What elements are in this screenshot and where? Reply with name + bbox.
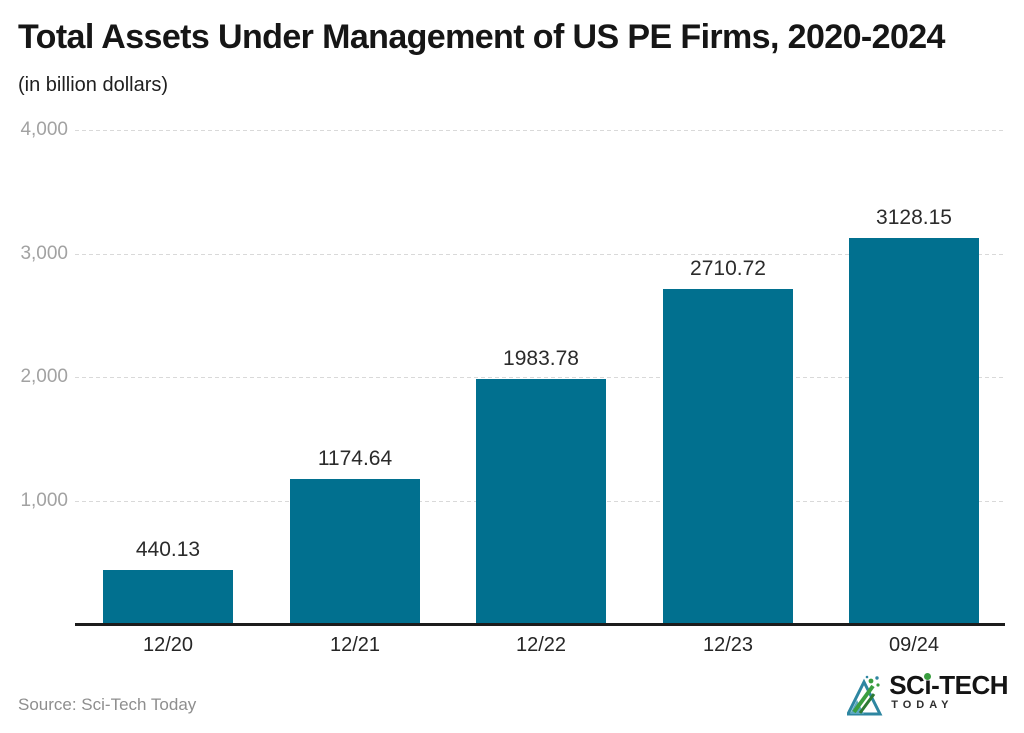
logo-letter-i-green-dot: i — [924, 670, 932, 700]
xtick-label: 12/23 — [702, 634, 754, 656]
ytick-label: 3,000 — [20, 243, 68, 264]
ytick-label: 2,000 — [20, 366, 68, 387]
logo-word-today: TODAY — [891, 699, 954, 711]
gridline-4,000 — [75, 130, 1005, 131]
ytick-label: 1,000 — [20, 490, 68, 511]
bar-12/23 — [663, 289, 793, 625]
xtick-label: 12/21 — [329, 634, 381, 656]
gridline-2,000 — [75, 377, 1005, 378]
xtick-label: 12/20 — [142, 634, 194, 656]
source-note: Source: Sci-Tech Today — [18, 695, 197, 714]
x-axis-line — [75, 623, 1005, 626]
chart-title: Total Assets Under Management of US PE F… — [18, 18, 945, 56]
sci-tech-today-logo: SCi-TECH TODAY — [845, 672, 1008, 725]
bar-value-label: 3128.15 — [876, 206, 952, 229]
bar-12/20 — [103, 570, 233, 625]
bar-12/21 — [290, 479, 420, 625]
flask-triangle-logo-icon — [845, 674, 885, 725]
chart-subtitle: (in billion dollars) — [18, 74, 169, 96]
ytick-label: 4,000 — [20, 119, 68, 140]
xtick-label: 12/22 — [515, 634, 567, 656]
bar-value-label: 440.13 — [135, 538, 201, 561]
bar-value-label: 1174.64 — [317, 447, 393, 470]
gridline-3,000 — [75, 254, 1005, 255]
logo-word-sci-tech: SCi-TECH — [889, 670, 1008, 700]
bar-value-label: 1983.78 — [503, 347, 579, 370]
bar-09/24 — [849, 238, 979, 625]
bar-value-label: 2710.72 — [690, 257, 766, 280]
bar-12/22 — [476, 379, 606, 625]
xtick-label: 09/24 — [888, 634, 940, 656]
logo-wordmark: SCi-TECH TODAY — [889, 672, 1008, 711]
